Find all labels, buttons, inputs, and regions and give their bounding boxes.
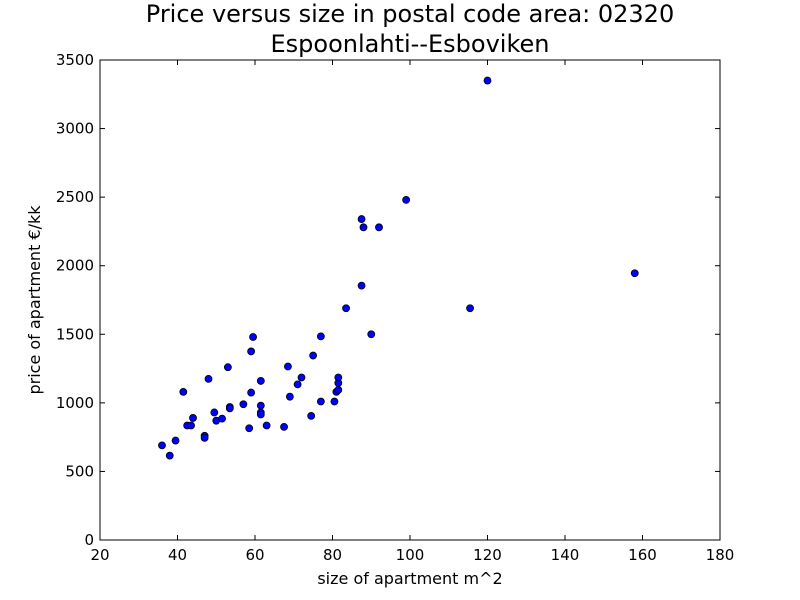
data-point xyxy=(165,451,174,460)
data-point xyxy=(402,195,411,204)
data-point xyxy=(375,223,383,232)
data-point xyxy=(210,408,219,417)
y-tick-label: 1500 xyxy=(56,325,94,343)
data-point xyxy=(223,363,232,372)
x-tick-label: 60 xyxy=(245,546,264,564)
x-tick-label: 140 xyxy=(551,546,580,564)
x-tick-label: 20 xyxy=(90,546,109,564)
chart-title: Price versus size in postal code area: 0… xyxy=(146,0,674,28)
y-tick-label: 2000 xyxy=(56,257,94,275)
x-tick-label: 80 xyxy=(323,546,342,564)
data-point xyxy=(256,410,265,419)
data-point xyxy=(293,380,302,389)
data-point xyxy=(307,411,316,420)
data-point xyxy=(334,385,343,394)
data-point xyxy=(247,388,256,397)
data-point xyxy=(284,362,292,371)
data-point xyxy=(225,404,234,413)
data-point xyxy=(171,436,180,445)
chart-subtitle: Espoonlahti--Esboviken xyxy=(271,30,550,58)
data-point xyxy=(179,387,188,396)
x-tick-label: 100 xyxy=(396,546,425,564)
x-tick-label: 180 xyxy=(706,546,735,564)
data-point xyxy=(204,374,213,383)
data-point xyxy=(249,333,257,341)
x-tick-label: 120 xyxy=(473,546,502,564)
data-point xyxy=(256,401,265,410)
data-point xyxy=(630,269,639,278)
data-point xyxy=(280,422,288,431)
data-point xyxy=(357,215,366,223)
y-tick-label: 3000 xyxy=(56,120,94,138)
y-tick-label: 3500 xyxy=(56,51,94,69)
data-point xyxy=(247,347,256,356)
data-point xyxy=(189,414,197,422)
data-point xyxy=(483,76,492,85)
data-point xyxy=(316,397,325,406)
y-axis-label: price of apartment €/kk xyxy=(25,205,44,395)
data-point xyxy=(330,397,339,406)
data-point xyxy=(262,421,271,430)
data-point xyxy=(334,373,343,382)
data-point xyxy=(316,332,325,341)
data-point xyxy=(342,304,350,313)
data-point xyxy=(218,414,226,423)
plot-area-frame xyxy=(99,59,721,541)
y-tick-label: 1000 xyxy=(56,394,94,412)
data-point xyxy=(187,421,195,430)
y-tick-label: 500 xyxy=(65,462,94,480)
data-point xyxy=(309,351,318,360)
data-point xyxy=(245,424,254,433)
data-point xyxy=(367,330,376,339)
x-tick-label: 40 xyxy=(168,546,187,564)
y-axis-ticks: 0 500 1000 1500 2000 2500 3000 3500 xyxy=(56,51,720,549)
data-point xyxy=(297,373,306,382)
y-tick-label: 2500 xyxy=(56,188,94,206)
data-point xyxy=(359,223,368,232)
scatter-points xyxy=(158,76,639,460)
data-point xyxy=(357,281,366,290)
x-axis-label: size of apartment m^2 xyxy=(317,569,502,588)
x-tick-label: 160 xyxy=(628,546,657,564)
data-point xyxy=(466,304,474,313)
x-axis-ticks: 20 40 60 80 100 120 140 160 180 xyxy=(90,60,734,564)
y-tick-label: 0 xyxy=(84,531,94,549)
data-point xyxy=(200,433,209,442)
data-point xyxy=(239,400,248,409)
data-point xyxy=(256,377,265,385)
data-point xyxy=(158,441,166,450)
data-point xyxy=(285,392,294,401)
